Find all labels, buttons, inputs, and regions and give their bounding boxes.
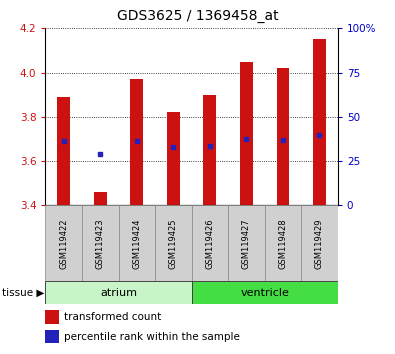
Text: GSM119424: GSM119424 <box>132 218 141 269</box>
Bar <box>167 113 180 205</box>
Bar <box>276 68 289 205</box>
Text: GDS3625 / 1369458_at: GDS3625 / 1369458_at <box>117 9 278 23</box>
Bar <box>265 205 301 281</box>
Text: atrium: atrium <box>100 288 137 298</box>
Bar <box>45 310 58 324</box>
Bar <box>301 205 338 281</box>
Bar <box>313 39 326 205</box>
Bar <box>118 205 155 281</box>
Text: percentile rank within the sample: percentile rank within the sample <box>64 332 240 342</box>
Text: transformed count: transformed count <box>64 312 162 322</box>
Bar <box>57 97 70 205</box>
Bar <box>240 62 253 205</box>
Text: GSM119422: GSM119422 <box>59 218 68 269</box>
Text: GSM119429: GSM119429 <box>315 218 324 269</box>
Bar <box>82 205 118 281</box>
Text: GSM119428: GSM119428 <box>278 218 288 269</box>
Bar <box>192 281 338 304</box>
Text: GSM119423: GSM119423 <box>96 218 105 269</box>
Text: GSM119427: GSM119427 <box>242 218 251 269</box>
Bar <box>45 205 82 281</box>
Text: GSM119426: GSM119426 <box>205 218 214 269</box>
Bar <box>45 281 192 304</box>
Bar <box>203 95 216 205</box>
Bar <box>94 192 107 205</box>
Text: GSM119425: GSM119425 <box>169 218 178 269</box>
Bar <box>130 79 143 205</box>
Text: tissue ▶: tissue ▶ <box>2 288 44 298</box>
Bar <box>155 205 192 281</box>
Text: ventricle: ventricle <box>240 288 289 298</box>
Bar <box>192 205 228 281</box>
Bar <box>228 205 265 281</box>
Bar <box>45 330 58 343</box>
